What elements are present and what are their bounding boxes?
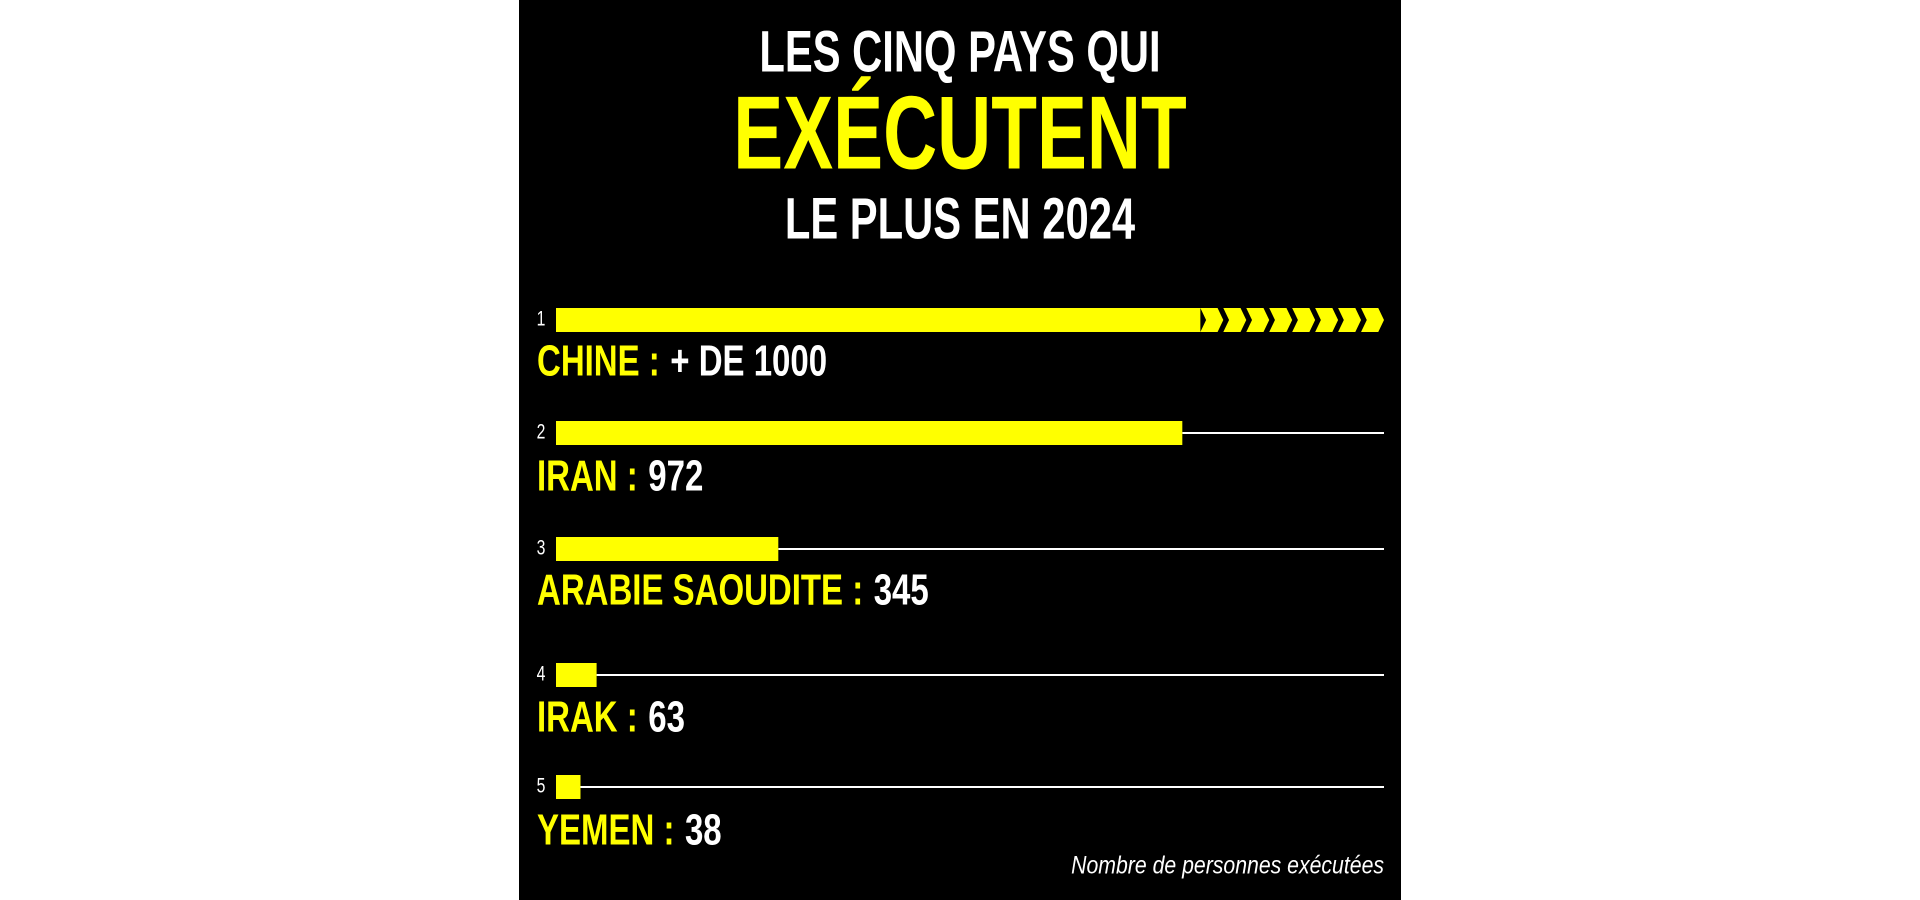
value-label: 38: [685, 806, 722, 855]
rank-label: 3: [537, 535, 546, 559]
chevron: [1246, 308, 1270, 332]
bar: [556, 537, 779, 561]
bar: [556, 775, 581, 799]
value-label: 345: [874, 566, 929, 615]
rank-label: 1: [537, 306, 546, 330]
chevron: [1361, 308, 1384, 332]
row-label-text: YEMEN :38: [537, 806, 722, 855]
category-label: ARABIE SAOUDITE :: [537, 566, 863, 615]
rank: 2: [537, 419, 546, 443]
chevron: [1315, 308, 1339, 332]
rank: 4: [537, 661, 546, 685]
bar: [556, 663, 597, 687]
row-label-text: ARABIE SAOUDITE :345: [537, 566, 929, 615]
note-text: Nombre de personnes exécutées: [1071, 851, 1384, 879]
panel: [519, 0, 1401, 900]
title-line: LE PLUS EN 2024: [785, 186, 1135, 251]
title-line: LES CINQ PAYS QUI: [759, 19, 1160, 84]
row-label-text: CHINE : + DE 1000: [537, 337, 827, 386]
row-label-text: IRAK :63: [537, 693, 685, 742]
chevron: [1269, 308, 1293, 332]
bar: [556, 421, 1183, 445]
note: Nombre de personnes exécutées: [1071, 851, 1384, 879]
rank: 1: [537, 306, 546, 330]
rank-label: 4: [537, 661, 546, 685]
category-label: CHINE :: [537, 337, 660, 386]
chevron: [1292, 308, 1316, 332]
rank: 5: [537, 773, 546, 797]
value-label: + DE 1000: [670, 337, 827, 386]
row-label: ARABIE SAOUDITE :345: [537, 566, 929, 615]
category-label: IRAK :: [537, 693, 638, 742]
row-label: IRAK :63: [537, 693, 685, 742]
row-label-text: IRAN :972: [537, 452, 703, 501]
row-label: YEMEN :38: [537, 806, 722, 855]
category-label: IRAN :: [537, 452, 638, 501]
chevron: [1338, 308, 1362, 332]
rank-label: 5: [537, 773, 546, 797]
chevron: [1223, 308, 1247, 332]
value-label: 972: [648, 452, 703, 501]
chart-title: EXÉCUTENT: [733, 76, 1186, 192]
bar: [556, 308, 1201, 332]
chevron: [1200, 308, 1224, 332]
row-label: IRAN :972: [537, 452, 703, 501]
row-label: CHINE : + DE 1000: [537, 337, 827, 386]
chart-title: LES CINQ PAYS QUI: [759, 19, 1160, 84]
category-label: YEMEN :: [537, 806, 674, 855]
title-line: EXÉCUTENT: [733, 76, 1186, 192]
value-label: 63: [648, 693, 685, 742]
rank: 3: [537, 535, 546, 559]
chart-title: LE PLUS EN 2024: [785, 186, 1135, 251]
rank-label: 2: [537, 419, 546, 443]
